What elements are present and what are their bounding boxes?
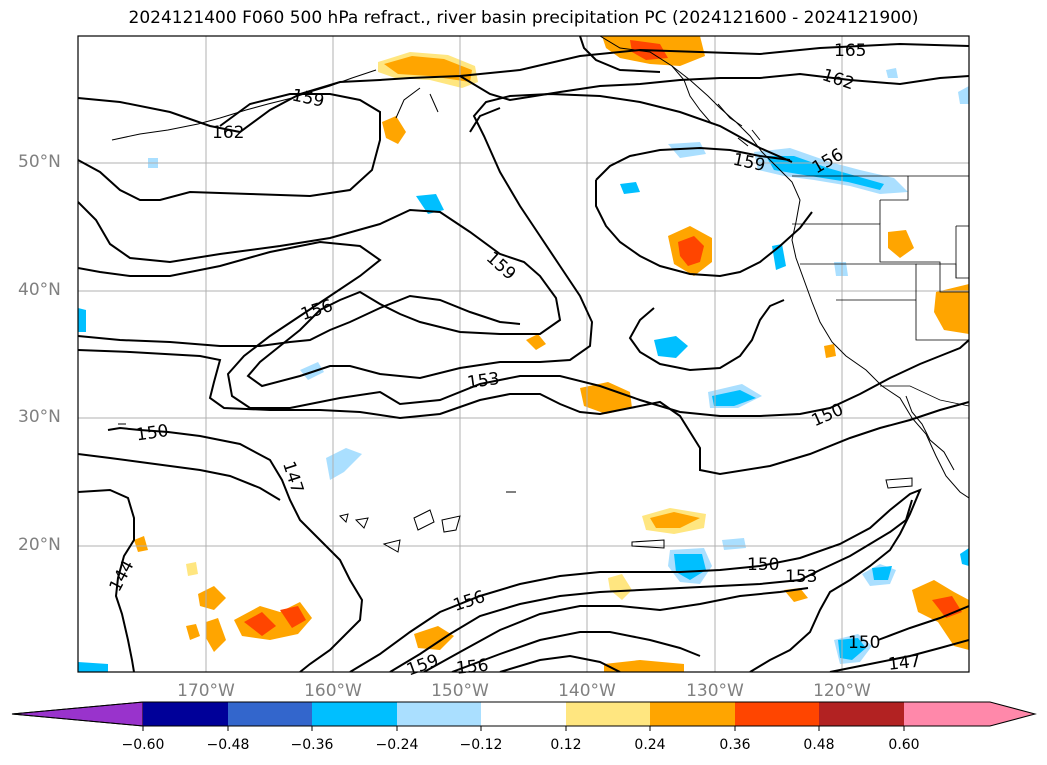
- shade-positive: [824, 344, 836, 358]
- shade-positive: [186, 562, 198, 576]
- shade-negative: [674, 554, 706, 580]
- colorbar: [11, 701, 1037, 731]
- shade-positive: [678, 236, 704, 266]
- lon-label: 160°W: [304, 681, 362, 701]
- colorbar-segment: [397, 702, 481, 726]
- shade-negative: [620, 182, 640, 194]
- lon-label: 170°W: [177, 681, 235, 701]
- shade-negative: [872, 566, 892, 580]
- shade-negative: [834, 262, 848, 276]
- shade-negative: [960, 548, 969, 566]
- shade-positive: [414, 626, 454, 650]
- contour-label: 156: [455, 656, 489, 679]
- lat-label: 20°N: [18, 535, 61, 555]
- colorbar-tick-label: −0.12: [459, 737, 503, 753]
- colorbar-segment: [566, 702, 650, 726]
- map-title: 2024121400 F060 500 hPa refract., river …: [128, 8, 919, 28]
- shade-positive: [608, 574, 632, 600]
- shade-negative: [722, 538, 746, 550]
- colorbar-segment: [228, 702, 312, 726]
- lat-label: 40°N: [18, 280, 61, 300]
- colorbar-tick-label: −0.36: [290, 737, 334, 753]
- gridlines: [78, 36, 969, 672]
- shade-negative: [326, 448, 362, 480]
- state-borders: [792, 175, 969, 407]
- shade-negative: [78, 308, 86, 332]
- shade-positive: [280, 606, 306, 628]
- shade-positive: [580, 382, 632, 414]
- shade-negative: [668, 142, 706, 158]
- contour-label: 150: [135, 421, 170, 445]
- lon-label: 140°W: [558, 681, 616, 701]
- colorbar-segment: [312, 702, 397, 726]
- shade-negative: [838, 638, 866, 660]
- contour-label: 150: [747, 555, 779, 575]
- colorbar-tick-label: 0.36: [719, 737, 751, 753]
- colorbar-tick-label: −0.48: [206, 737, 250, 753]
- lat-label: 50°N: [18, 152, 61, 172]
- lon-label: 120°W: [813, 681, 871, 701]
- refractivity-contours: [78, 36, 969, 672]
- colorbar-segment: [735, 702, 819, 726]
- colorbar-tick-label: 0.12: [550, 737, 582, 753]
- shade-positive: [604, 660, 684, 672]
- shade-positive: [650, 512, 700, 528]
- shade-negative: [712, 390, 756, 406]
- colorbar-tick-label: 0.24: [634, 737, 666, 753]
- shade-positive: [206, 618, 226, 652]
- shade-positive: [186, 624, 200, 640]
- contour-label: 147: [887, 652, 921, 675]
- map-frame-bg: [78, 36, 969, 672]
- shade-negative: [766, 156, 884, 190]
- colorbar-tick-label: −0.60: [121, 737, 165, 753]
- colorbar-tick-label: −0.24: [375, 737, 419, 753]
- lon-label: 150°W: [431, 681, 489, 701]
- shade-positive: [912, 580, 969, 650]
- contour-label: 165: [834, 41, 866, 61]
- shade-positive: [198, 586, 226, 610]
- contour-label: 153: [785, 567, 817, 587]
- precip-anomaly-shading: [78, 36, 969, 672]
- contour-label: 162: [212, 123, 244, 143]
- shade-positive: [934, 284, 969, 334]
- colorbar-tick-label: 0.60: [888, 737, 920, 753]
- colorbar-min-extension: [11, 701, 144, 727]
- contour-label: 150: [848, 633, 880, 653]
- map-border: [77, 35, 970, 673]
- colorbar-tick-label: 0.48: [803, 737, 835, 753]
- shade-positive: [526, 334, 546, 350]
- shade-negative: [78, 662, 108, 672]
- shade-positive: [888, 230, 914, 258]
- colorbar-segment: [481, 702, 566, 726]
- colorbar-max-extension: [904, 702, 1035, 726]
- colorbar-segment: [143, 702, 228, 726]
- colorbar-segment: [819, 702, 904, 726]
- shade-negative: [416, 194, 444, 214]
- shade-positive: [382, 116, 406, 144]
- shade-positive: [244, 612, 276, 636]
- lon-label: 130°W: [686, 681, 744, 701]
- shade-negative: [886, 68, 898, 78]
- shade-positive: [134, 536, 148, 552]
- shade-negative: [654, 336, 688, 358]
- colorbar-segment: [650, 702, 735, 726]
- lat-label: 30°N: [18, 407, 61, 427]
- shade-negative: [958, 86, 969, 104]
- contour-label: 153: [466, 369, 501, 393]
